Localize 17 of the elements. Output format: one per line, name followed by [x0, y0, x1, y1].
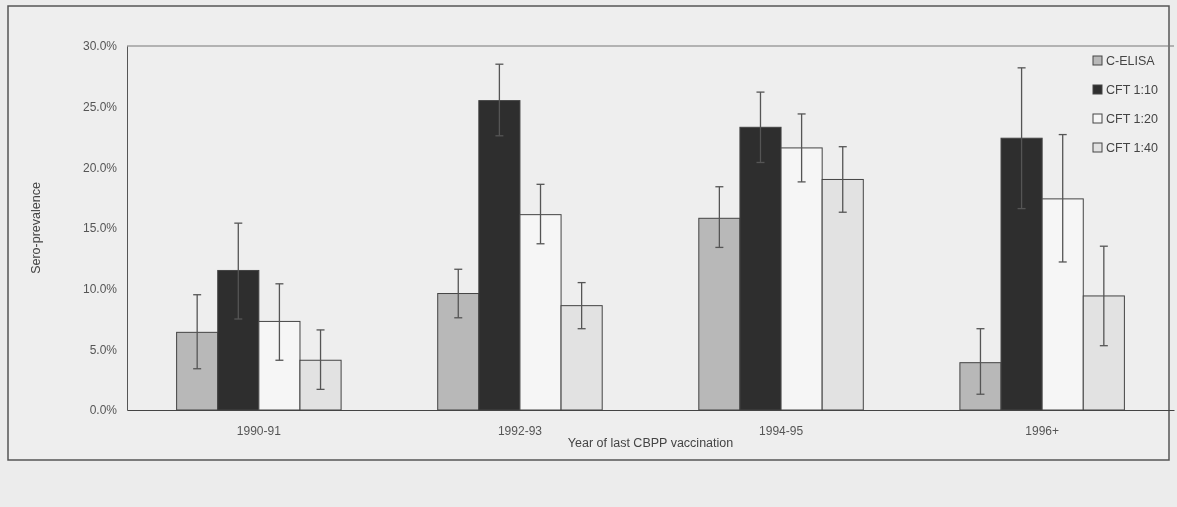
legend-label: C-ELISA: [1106, 54, 1156, 68]
y-axis-title: Sero-prevalence: [29, 182, 43, 274]
x-axis-title: Year of last CBPP vaccination: [567, 436, 734, 450]
y-tick-label: 0.0%: [89, 403, 118, 418]
x-tick-label: 1990-91: [236, 423, 282, 438]
y-tick-label: 10.0%: [82, 282, 118, 297]
y-tick-label: 20.0%: [82, 160, 118, 175]
x-tick-label: 1992-93: [497, 423, 543, 438]
y-tick-label: 5.0%: [89, 342, 118, 357]
legend-label: CFT 1:10: [1106, 83, 1158, 97]
legend-label: CFT 1:40: [1106, 141, 1158, 155]
y-tick-label: 25.0%: [82, 100, 118, 115]
y-tick-label: 30.0%: [82, 39, 118, 54]
legend-label: CFT 1:20: [1106, 112, 1158, 126]
x-tick-label: 1994-95: [759, 423, 804, 438]
y-tick-label: 15.0%: [82, 221, 118, 236]
x-tick-label: 1996+: [1025, 423, 1059, 438]
